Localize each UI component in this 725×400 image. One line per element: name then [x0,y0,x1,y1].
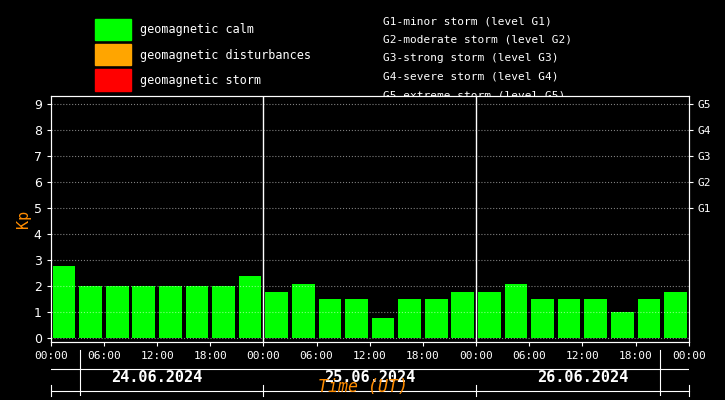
Bar [452,292,474,338]
Text: 25.06.2024: 25.06.2024 [324,370,415,385]
Text: G4-severe storm (level G4): G4-severe storm (level G4) [383,72,558,82]
Bar [186,286,208,338]
Text: G2-moderate storm (level G2): G2-moderate storm (level G2) [383,35,571,45]
Text: geomagnetic calm: geomagnetic calm [140,23,254,36]
Text: geomagnetic disturbances: geomagnetic disturbances [140,48,311,62]
Text: G5-extreme storm (level G5): G5-extreme storm (level G5) [383,90,565,100]
Bar [372,318,394,338]
Bar [398,299,421,338]
Bar [584,299,607,338]
FancyBboxPatch shape [96,44,130,65]
Text: G1-minor storm (level G1): G1-minor storm (level G1) [383,16,551,26]
Text: 24.06.2024: 24.06.2024 [112,370,203,385]
Bar [558,299,581,338]
Bar [478,292,501,338]
Bar [345,299,368,338]
Bar [505,284,527,338]
Bar [212,286,235,338]
Bar [318,299,341,338]
Bar [664,292,687,338]
Y-axis label: Kp: Kp [16,210,31,228]
Bar [637,299,660,338]
Text: geomagnetic storm: geomagnetic storm [140,74,261,87]
Bar [53,266,75,338]
Bar [239,276,262,338]
Bar [106,286,128,338]
Bar [611,312,634,338]
Bar [292,284,315,338]
Text: 26.06.2024: 26.06.2024 [536,370,628,385]
FancyBboxPatch shape [96,70,130,90]
Bar [265,292,288,338]
Bar [159,286,182,338]
Bar [133,286,155,338]
Bar [531,299,554,338]
FancyBboxPatch shape [96,19,130,40]
Bar [79,286,102,338]
Text: Time (UT): Time (UT) [318,378,407,396]
Text: G3-strong storm (level G3): G3-strong storm (level G3) [383,53,558,63]
Bar [425,299,447,338]
